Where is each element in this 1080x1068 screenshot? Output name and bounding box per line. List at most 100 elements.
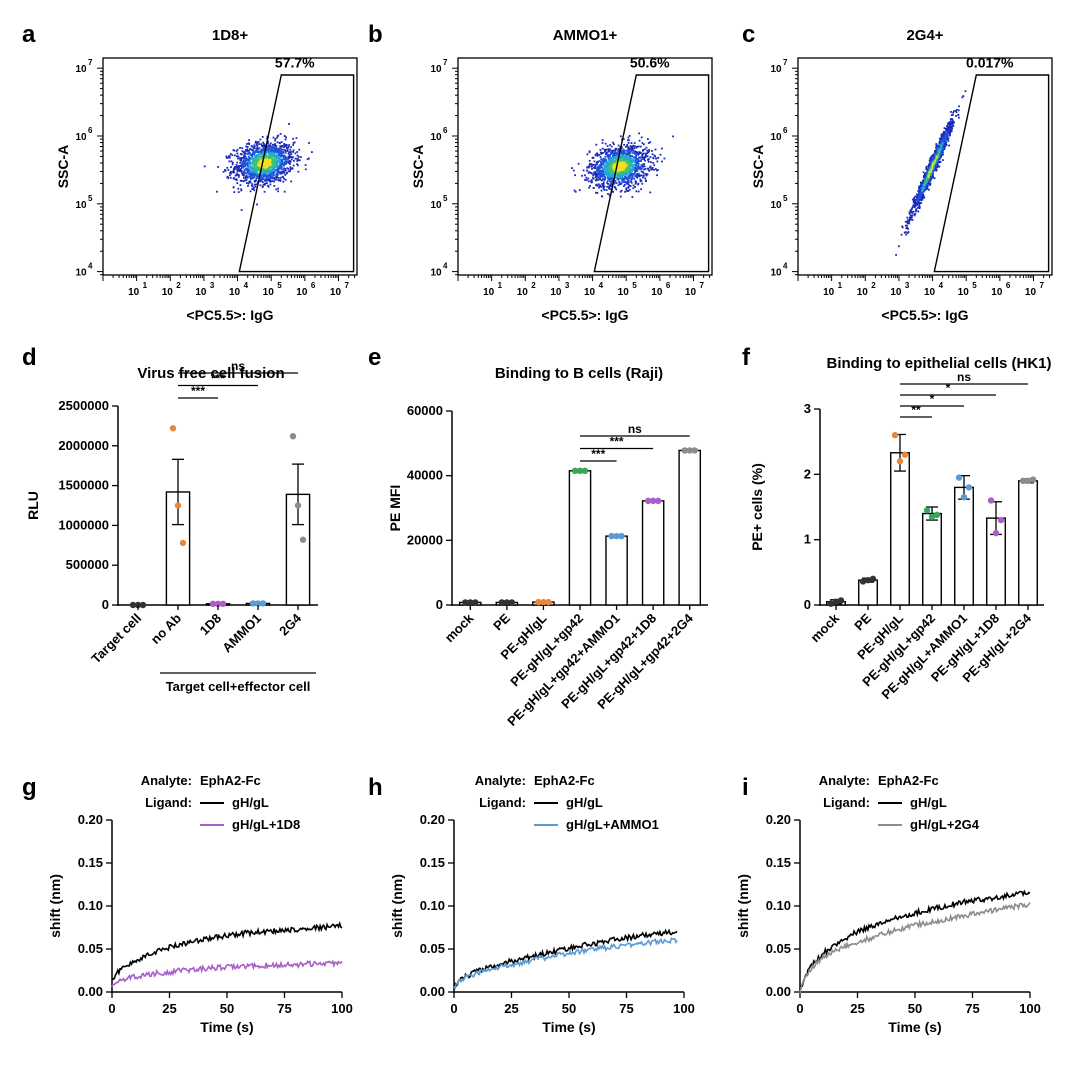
event-dot	[261, 136, 264, 138]
event-dot	[282, 176, 285, 179]
event-dot	[263, 175, 266, 178]
event-dot	[908, 213, 911, 215]
event-dot	[244, 162, 246, 164]
event-dot	[600, 189, 603, 192]
event-dot	[942, 139, 944, 141]
event-dot	[250, 166, 253, 169]
event-dot	[241, 147, 244, 149]
event-dot	[906, 216, 909, 219]
event-dot	[260, 155, 263, 158]
event-dot	[630, 178, 633, 181]
x-tick-label: 75	[277, 1001, 291, 1016]
event-dot	[292, 144, 295, 146]
event-dot	[635, 163, 638, 165]
event-dot	[243, 168, 246, 171]
event-dot	[605, 151, 608, 154]
event-dot	[623, 158, 625, 161]
bar	[1018, 480, 1038, 606]
event-dot	[637, 190, 640, 193]
event-dot	[232, 186, 235, 189]
event-dot	[277, 187, 280, 190]
event-dot	[602, 178, 604, 180]
event-dot	[637, 164, 640, 167]
event-dot	[917, 207, 919, 209]
event-dot	[631, 155, 633, 158]
event-dot	[622, 168, 625, 171]
event-dot	[597, 172, 600, 175]
event-dot	[626, 144, 629, 146]
event-dot	[652, 157, 655, 159]
event-dot	[914, 213, 917, 215]
event-dot	[933, 158, 936, 161]
event-dot	[280, 172, 283, 175]
event-dot	[954, 109, 957, 112]
event-dot	[258, 169, 261, 172]
event-dot	[277, 148, 279, 151]
event-dot	[281, 151, 283, 153]
x-tick-label: 10	[651, 287, 663, 298]
event-dot	[938, 142, 941, 144]
event-dot	[645, 154, 647, 157]
data-point	[955, 474, 963, 481]
event-dot	[609, 183, 612, 186]
event-dot	[623, 173, 625, 176]
event-dot	[651, 168, 653, 171]
chart-title: 1D8+	[212, 27, 249, 44]
event-dot	[914, 210, 917, 213]
event-dot	[915, 209, 918, 212]
data-point	[535, 598, 542, 606]
event-dot	[639, 160, 642, 162]
event-dot	[633, 159, 636, 161]
event-dot	[597, 178, 600, 181]
event-dot	[949, 126, 952, 128]
event-dot	[261, 155, 263, 158]
event-dot	[649, 141, 652, 144]
x-tick-exponent: 5	[632, 281, 637, 290]
event-dot	[947, 130, 949, 133]
event-dot	[629, 180, 632, 183]
event-dot	[618, 156, 621, 159]
event-dot	[236, 148, 239, 151]
event-dot	[227, 169, 230, 171]
event-dot	[255, 154, 258, 157]
event-dot	[299, 156, 302, 158]
y-tick-label: 0.15	[766, 855, 791, 870]
event-dot	[635, 190, 638, 193]
event-dot	[607, 148, 610, 150]
event-dot	[936, 160, 938, 163]
event-dot	[923, 184, 926, 187]
event-dot	[962, 95, 965, 97]
event-dot	[255, 161, 258, 164]
event-dot	[908, 211, 911, 214]
event-dot	[950, 111, 952, 113]
event-dot	[277, 157, 280, 159]
event-dot	[926, 170, 929, 173]
event-dot	[620, 173, 623, 175]
event-dot	[290, 146, 292, 149]
legend-entry: gH/gL+AMMO1	[566, 817, 659, 832]
event-dot	[252, 175, 255, 177]
event-dot	[289, 166, 292, 169]
event-dot	[275, 174, 278, 176]
event-dot	[920, 201, 923, 204]
data-point	[832, 598, 840, 605]
event-dot	[225, 157, 228, 159]
event-dot	[268, 152, 270, 154]
event-dot	[263, 144, 266, 147]
event-dot	[246, 175, 249, 178]
event-dot	[618, 172, 620, 175]
event-dot	[595, 161, 598, 164]
x-tick-exponent: 6	[311, 281, 316, 290]
y-tick-label: 0.10	[766, 898, 791, 913]
event-dot	[628, 166, 631, 169]
event-dot	[252, 171, 254, 174]
event-dot	[921, 182, 923, 185]
x-tick-label: 25	[850, 1001, 864, 1016]
y-tick-label: 0.15	[420, 855, 445, 870]
event-dot	[942, 137, 945, 140]
x-tick-label: 0	[108, 1001, 115, 1016]
y-tick-exponent: 7	[443, 58, 448, 67]
event-dot	[276, 159, 278, 162]
event-dot	[601, 139, 604, 141]
event-dot	[247, 152, 250, 155]
